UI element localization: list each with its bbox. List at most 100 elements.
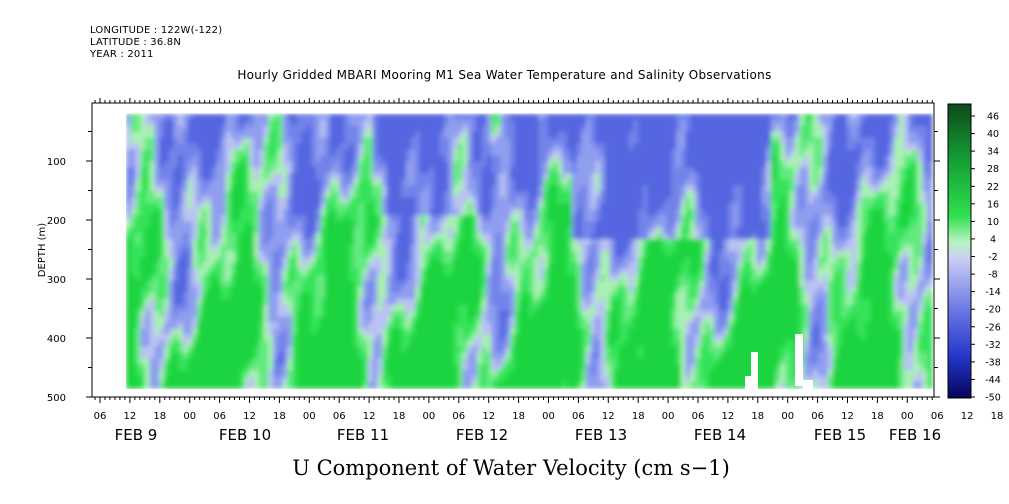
heatmap-cell [163, 113, 170, 121]
heatmap-cell [135, 250, 141, 258]
heatmap-cell [419, 113, 426, 121]
heatmap-cell [197, 137, 203, 145]
heatmap-cell [491, 125, 497, 133]
heatmap-cell [306, 286, 312, 294]
heatmap-cell [201, 191, 208, 198]
heatmap-cell [178, 340, 184, 347]
heatmap-cell [220, 358, 227, 365]
heatmap-cell [552, 209, 559, 216]
heatmap-cell [514, 352, 521, 359]
heatmap-cell [301, 286, 307, 294]
heatmap-cell [410, 322, 416, 330]
heatmap-cell [510, 197, 516, 204]
heatmap-cell [547, 262, 554, 270]
heatmap-cell [619, 149, 625, 157]
heatmap-cell [491, 298, 497, 306]
heatmap-cell [491, 119, 497, 127]
heatmap-cell [291, 316, 298, 324]
heatmap-cell [633, 352, 639, 359]
heatmap-cell [140, 322, 146, 330]
heatmap-cell [538, 280, 544, 288]
heatmap-cell [410, 203, 416, 210]
heatmap-cell [235, 179, 241, 186]
heatmap-cell [434, 161, 440, 169]
heatmap-cell [396, 376, 402, 383]
heatmap-cell [140, 382, 146, 389]
heatmap-cell [149, 179, 156, 186]
heatmap-cell [277, 125, 284, 133]
heatmap-cell [495, 328, 502, 336]
heatmap-cell [481, 221, 487, 228]
heatmap-cell [135, 310, 141, 318]
heatmap-cell [272, 316, 279, 324]
heatmap-cell [595, 274, 601, 282]
heatmap-cell [216, 167, 222, 175]
heatmap-cell [562, 250, 568, 258]
heatmap-cell [268, 370, 274, 377]
heatmap-cell [462, 382, 468, 389]
heatmap-cell [325, 227, 331, 234]
heatmap-cell [367, 221, 374, 228]
heatmap-cell [438, 292, 445, 300]
heatmap-cell [443, 274, 449, 282]
heatmap-cell [486, 203, 492, 210]
heatmap-cell [291, 292, 298, 300]
heatmap-cell [514, 221, 521, 228]
heatmap-cell [410, 340, 416, 347]
heatmap-cell [282, 334, 288, 342]
heatmap-cell [216, 310, 222, 318]
heatmap-cell [263, 161, 269, 169]
heatmap-cell [453, 382, 459, 389]
heatmap-cell [220, 364, 227, 371]
heatmap-cell [438, 239, 445, 246]
heatmap-cell [329, 346, 336, 353]
heatmap-cell [467, 268, 473, 276]
heatmap-cell [272, 382, 279, 389]
heatmap-cell [382, 334, 388, 342]
heatmap-cell [614, 185, 620, 192]
heatmap-cell [623, 358, 630, 365]
heatmap-cell [538, 113, 544, 121]
heatmap-cell [149, 346, 156, 353]
heatmap-cell [476, 137, 483, 145]
heatmap-cell [419, 197, 426, 204]
heatmap-cell [239, 191, 246, 198]
heatmap-cell [467, 155, 473, 163]
heatmap-cell [438, 268, 445, 276]
heatmap-cell [453, 328, 459, 336]
heatmap-cell [457, 227, 464, 234]
heatmap-cell [230, 370, 236, 377]
heatmap-cell [400, 173, 407, 180]
heatmap-cell [239, 185, 246, 192]
heatmap-cell [524, 131, 530, 139]
heatmap-cell [491, 131, 497, 139]
heatmap-cell [391, 250, 397, 258]
heatmap-cell [348, 155, 355, 163]
heatmap-cell [168, 358, 175, 365]
heatmap-cell [566, 233, 573, 240]
heatmap-cell [633, 292, 639, 300]
heatmap-cell [192, 250, 198, 258]
heatmap-cell [557, 179, 563, 186]
heatmap-cell [268, 286, 274, 294]
heatmap-cell [386, 322, 393, 330]
heatmap-cell [216, 191, 222, 198]
heatmap-cell [424, 155, 431, 163]
heatmap-cell [225, 119, 231, 127]
heatmap-cell [320, 322, 326, 330]
heatmap-cell [585, 233, 592, 240]
heatmap-cell [363, 280, 369, 288]
heatmap-cell [472, 286, 478, 294]
heatmap-cell [419, 209, 426, 216]
heatmap-cell [197, 304, 203, 312]
heatmap-cell [457, 137, 464, 145]
heatmap-cell [140, 280, 146, 288]
heatmap-cell [344, 340, 350, 347]
heatmap-cell [576, 328, 582, 336]
heatmap-cell [557, 316, 563, 324]
heatmap-cell [272, 370, 279, 377]
heatmap-cell [291, 167, 298, 175]
heatmap-cell [291, 298, 298, 306]
heatmap-cell [306, 131, 312, 139]
heatmap-cell [363, 376, 369, 383]
